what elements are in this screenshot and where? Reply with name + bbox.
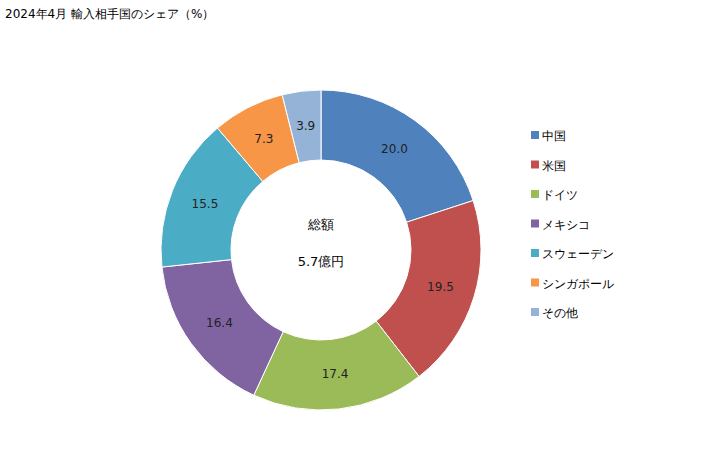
legend: 中国米国ドイツメキシコスウェーデンシンガポールその他: [531, 129, 614, 320]
legend-label: スウェーデン: [542, 247, 614, 261]
slice: [321, 90, 473, 222]
data-label: 16.4: [206, 316, 233, 330]
legend-label: シンガポール: [542, 277, 614, 291]
data-labels: 20.0 19.5 17.4 16.4 15.5 7.3 3.9: [192, 119, 454, 381]
slice: [282, 90, 321, 163]
data-label: 17.4: [322, 367, 349, 381]
legend-label: その他: [542, 306, 578, 320]
center-label: 5.7億円: [298, 254, 345, 269]
legend-swatch: [531, 131, 539, 139]
slice: [162, 260, 283, 396]
legend-label: ドイツ: [542, 188, 578, 202]
legend-label: 米国: [542, 159, 566, 173]
title: 2024年4月 輸入相手国のシェア（%）: [5, 7, 214, 21]
legend-label: 中国: [542, 129, 566, 143]
data-label: 19.5: [427, 280, 454, 294]
legend-swatch: [531, 279, 539, 287]
data-label: 3.9: [296, 119, 315, 133]
chart: 2024年4月 輸入相手国のシェア（%） 20.0 19.5 17.4 16.4 15.5…: [0, 0, 728, 450]
slices: [161, 90, 481, 410]
legend-label: メキシコ: [542, 218, 590, 232]
legend-swatch: [531, 161, 539, 169]
data-label: 20.0: [381, 142, 408, 156]
legend-swatch: [531, 220, 539, 228]
data-label: 7.3: [254, 132, 273, 146]
center-label: 総額: [307, 217, 334, 232]
legend-swatch: [531, 308, 539, 316]
legend-swatch: [531, 190, 539, 198]
legend-swatch: [531, 249, 539, 257]
data-label: 15.5: [192, 197, 219, 211]
